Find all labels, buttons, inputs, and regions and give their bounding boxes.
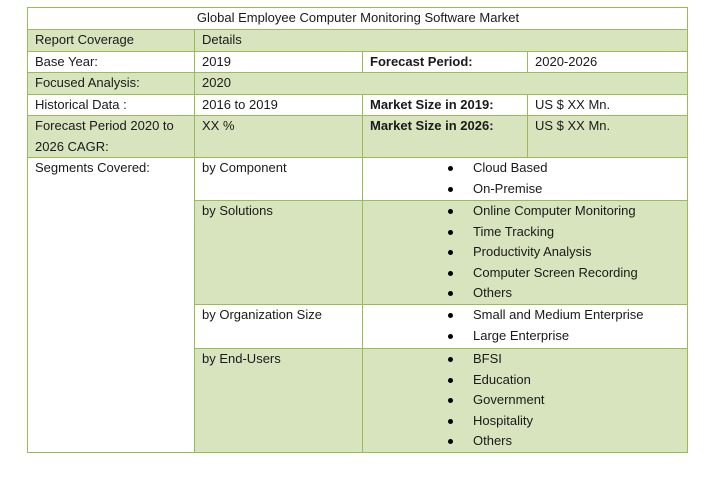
list-item: On-Premise <box>370 179 681 200</box>
segment-items: Cloud Based On-Premise <box>361 157 689 201</box>
table-row: Forecast Period 2020 to 2026 CAGR: XX % … <box>27 115 689 158</box>
bullet-icon <box>448 166 453 171</box>
list-item: Government <box>370 390 681 411</box>
list-item: Cloud Based <box>370 158 681 179</box>
table-title: Global Employee Computer Monitoring Soft… <box>26 7 689 30</box>
segment-row: by End-Users BFSI Education Government H… <box>28 348 689 453</box>
bullet-icon <box>448 186 453 192</box>
segment-group-name: by Solutions <box>194 200 363 305</box>
segment-items: BFSI Education Government Hospitality Ot… <box>361 348 689 453</box>
bullet-icon <box>448 439 453 444</box>
bullet-icon <box>448 398 453 403</box>
table-row: Base Year: 2019 Forecast Period: 2020-20… <box>27 50 689 73</box>
table-row: Focused Analysis: 2020 <box>27 72 689 95</box>
list-item: Others <box>370 431 681 452</box>
base-year-label: Base Year: <box>27 50 195 73</box>
segment-group-name: by Organization Size <box>194 304 363 349</box>
segment-row: Segments Covered: by Component Cloud Bas… <box>27 157 689 453</box>
bullet-icon <box>448 313 453 318</box>
segment-row: by Solutions Online Computer Monitoring … <box>28 200 689 305</box>
segment-group-name: by End-Users <box>194 348 363 453</box>
bullet-icon <box>448 229 453 235</box>
forecast-period-value: 2020-2026 <box>526 50 689 73</box>
focused-analysis-value: 2020 <box>193 72 689 95</box>
base-year-value: 2019 <box>194 50 363 73</box>
header-row: Report Coverage Details <box>27 29 689 52</box>
market-size-2026-label: Market Size in 2026: <box>362 115 528 158</box>
bullet-icon <box>448 418 453 424</box>
segment-items: Small and Medium Enterprise Large Enterp… <box>361 304 689 349</box>
bullet-icon <box>448 250 453 255</box>
bullet-icon <box>448 333 453 339</box>
historical-data-value: 2016 to 2019 <box>194 93 363 116</box>
header-details: Details <box>193 29 689 52</box>
bullet-icon <box>448 291 453 296</box>
historical-data-label: Historical Data : <box>27 93 195 116</box>
list-item: Productivity Analysis <box>370 242 681 263</box>
forecast-period-label: Forecast Period: <box>362 50 528 73</box>
list-item: Large Enterprise <box>370 326 681 347</box>
segments-covered-label: Segments Covered: <box>27 157 195 453</box>
bullet-icon <box>448 377 453 383</box>
segment-row: by Organization Size Small and Medium En… <box>28 304 689 349</box>
list-item: BFSI <box>370 349 681 370</box>
segment-group-name: by Component <box>194 157 363 201</box>
market-size-2026-value: US $ XX Mn. <box>526 115 689 158</box>
list-item: Computer Screen Recording <box>370 263 681 284</box>
list-item: Time Tracking <box>370 222 681 243</box>
list-item: Others <box>370 283 681 304</box>
market-size-2019-value: US $ XX Mn. <box>526 93 689 116</box>
segment-items: Online Computer Monitoring Time Tracking… <box>361 200 689 305</box>
list-item: Online Computer Monitoring <box>370 201 681 222</box>
table-row: Historical Data : 2016 to 2019 Market Si… <box>27 93 689 116</box>
focused-analysis-label: Focused Analysis: <box>27 72 195 95</box>
list-item: Hospitality <box>370 411 681 432</box>
list-item: Small and Medium Enterprise <box>370 305 681 326</box>
market-size-2019-label: Market Size in 2019: <box>362 93 528 116</box>
header-report-coverage: Report Coverage <box>27 29 195 52</box>
report-table: Global Employee Computer Monitoring Soft… <box>26 7 689 453</box>
bullet-icon <box>448 270 453 276</box>
bullet-icon <box>448 357 453 362</box>
bullet-icon <box>448 209 453 214</box>
cagr-value: XX % <box>194 115 363 158</box>
cagr-label: Forecast Period 2020 to 2026 CAGR: <box>27 115 195 158</box>
title-row: Global Employee Computer Monitoring Soft… <box>26 7 689 30</box>
list-item: Education <box>370 370 681 391</box>
